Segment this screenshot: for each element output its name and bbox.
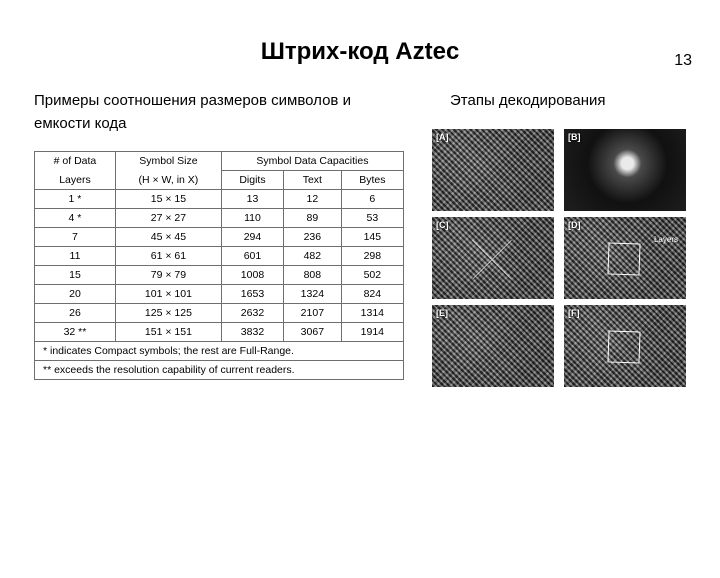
capacity-table: # of Data Symbol Size Symbol Data Capaci… [34,151,404,380]
table-cell: 110 [221,209,283,228]
th-layers-b: Layers [35,171,116,190]
table-cell: 11 [35,247,116,266]
panel-annotation: Layers [654,235,678,244]
table-cell: 12 [284,190,342,209]
panel-label: [D] [568,220,581,230]
table-cell: 26 [35,304,116,323]
table-header-row-2: Layers (H × W, in X) Digits Text Bytes [35,171,404,190]
table-cell: 1324 [284,285,342,304]
table-cell: 15 × 15 [115,190,221,209]
th-size-b: (H × W, in X) [115,171,221,190]
th-digits: Digits [221,171,283,190]
table-cell: 145 [341,228,403,247]
table-cell: 79 × 79 [115,266,221,285]
table-cell: 27 × 27 [115,209,221,228]
panel-label: [E] [436,308,448,318]
table-cell: 482 [284,247,342,266]
panel-label: [F] [568,308,580,318]
left-column: Примеры соотношения размеров символов и … [34,90,404,387]
footnote-2-cell: ** exceeds the resolution capability of … [35,361,404,380]
table-cell: 1914 [341,323,403,342]
table-cell: 1653 [221,285,283,304]
page-title: Штрих-код Aztec [0,38,720,66]
table-cell: 601 [221,247,283,266]
table-cell: 53 [341,209,403,228]
decoding-panel: [F] [564,305,686,387]
table-cell: 13 [221,190,283,209]
decoding-panel: [B] [564,129,686,211]
table-cell: 824 [341,285,403,304]
table-cell: 2107 [284,304,342,323]
table-cell: 89 [284,209,342,228]
th-capacities: Symbol Data Capacities [221,152,403,171]
table-cell: 2632 [221,304,283,323]
th-layers-a: # of Data [35,152,116,171]
decoding-panels: [A] [B] [C] [D] Layers [E] [F] [432,129,686,387]
left-subheading: Примеры соотношения размеров символов и … [34,90,404,135]
th-bytes: Bytes [341,171,403,190]
table-row: 32 **151 × 151383230671914 [35,323,404,342]
content-columns: Примеры соотношения размеров символов и … [0,90,720,387]
decoding-panel: [D] Layers [564,217,686,299]
table-cell: 15 [35,266,116,285]
table-footnote-2: ** exceeds the resolution capability of … [35,361,404,380]
table-footnote-1: * indicates Compact symbols; the rest ar… [35,342,404,361]
table-cell: 3067 [284,323,342,342]
table-row: 20101 × 10116531324824 [35,285,404,304]
panel-label: [B] [568,132,581,142]
table-cell: 1 * [35,190,116,209]
table-cell: 32 ** [35,323,116,342]
table-cell: 45 × 45 [115,228,221,247]
table-cell: 236 [284,228,342,247]
table-cell: 7 [35,228,116,247]
footnote-1-cell: * indicates Compact symbols; the rest ar… [35,342,404,361]
decoding-panel: [A] [432,129,554,211]
table-row: 745 × 45294236145 [35,228,404,247]
th-size-a: Symbol Size [115,152,221,171]
table-cell: 808 [284,266,342,285]
table-cell: 502 [341,266,403,285]
table-cell: 20 [35,285,116,304]
table-row: 4 *27 × 271108953 [35,209,404,228]
table-row: 1579 × 791008808502 [35,266,404,285]
table-row: 1 *15 × 1513126 [35,190,404,209]
table-header-row-1: # of Data Symbol Size Symbol Data Capaci… [35,152,404,171]
right-subheading: Этапы декодирования [432,90,686,113]
table-cell: 3832 [221,323,283,342]
table-cell: 1008 [221,266,283,285]
page-number: 13 [674,52,692,70]
table-cell: 294 [221,228,283,247]
table-cell: 1314 [341,304,403,323]
panel-label: [A] [436,132,449,142]
table-cell: 298 [341,247,403,266]
table-cell: 125 × 125 [115,304,221,323]
table-cell: 6 [341,190,403,209]
table-cell: 61 × 61 [115,247,221,266]
table-row: 26125 × 125263221071314 [35,304,404,323]
decoding-panel: [C] [432,217,554,299]
decoding-panel: [E] [432,305,554,387]
th-text: Text [284,171,342,190]
table-cell: 101 × 101 [115,285,221,304]
panel-label: [C] [436,220,449,230]
right-column: Этапы декодирования [A] [B] [C] [D] Layers [E… [432,90,686,387]
table-row: 1161 × 61601482298 [35,247,404,266]
table-cell: 151 × 151 [115,323,221,342]
table-cell: 4 * [35,209,116,228]
